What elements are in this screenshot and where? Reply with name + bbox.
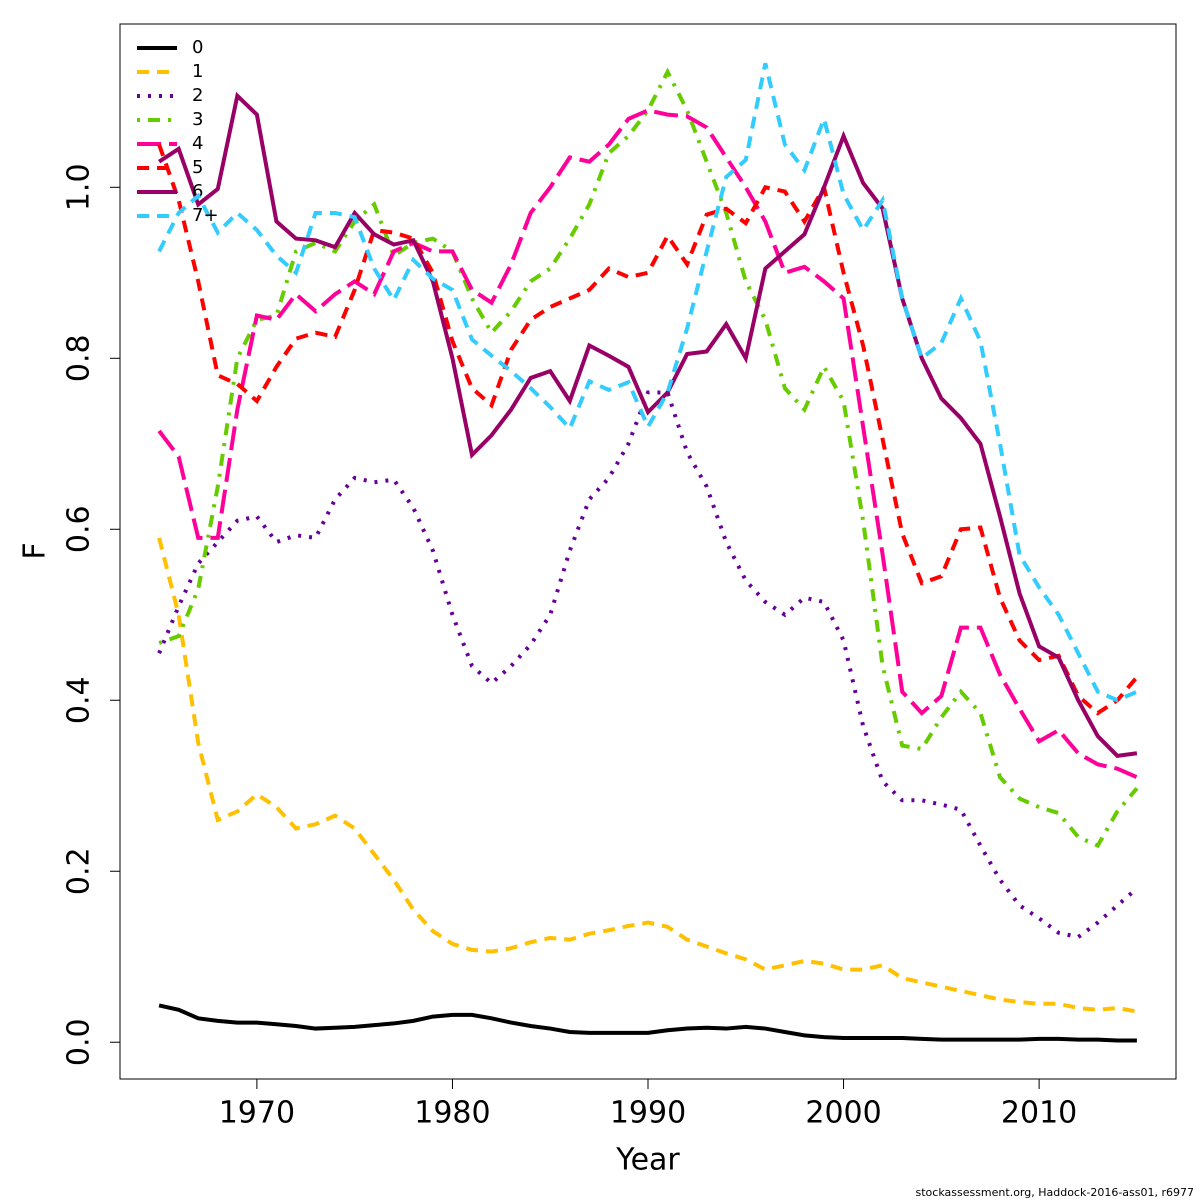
- x-tick-label: 1980: [414, 1096, 490, 1131]
- x-tick-label: 1990: [610, 1096, 686, 1131]
- y-tick-label: 0.8: [62, 334, 97, 382]
- footnote: stockassessment.org, Haddock-2016-ass01,…: [916, 1186, 1195, 1199]
- x-axis-title: Year: [615, 1143, 680, 1178]
- x-tick-label: 2000: [805, 1096, 881, 1131]
- legend-label: 7+: [192, 205, 219, 226]
- x-tick-label: 1970: [219, 1096, 295, 1131]
- y-tick-label: 0.6: [62, 505, 97, 553]
- series-line: [158, 91, 1138, 758]
- y-tick-label: 0.0: [62, 1018, 97, 1066]
- legend-label: 0: [192, 37, 203, 58]
- legend-label: 1: [192, 61, 203, 82]
- y-tick-label: 0.2: [62, 847, 97, 895]
- legend-label: 3: [192, 109, 203, 130]
- y-tick-label: 0.4: [62, 676, 97, 724]
- x-tick-label: 2010: [1001, 1096, 1077, 1131]
- y-tick-label: 1.0: [62, 163, 97, 211]
- series-line: [157, 143, 1139, 716]
- legend-label: 4: [192, 133, 203, 154]
- series-line: [157, 108, 1138, 780]
- legend-label: 5: [192, 157, 203, 178]
- series-line: [158, 67, 1139, 849]
- legend-label: 6: [192, 181, 203, 202]
- legend-label: 2: [192, 85, 203, 106]
- series-line: [158, 1003, 1137, 1043]
- series-line: [157, 62, 1138, 703]
- series-line: [157, 390, 1139, 940]
- y-axis-title: F: [18, 542, 53, 559]
- series-line: [157, 537, 1138, 1014]
